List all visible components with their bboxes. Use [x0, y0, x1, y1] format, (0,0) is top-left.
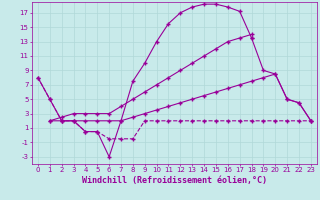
X-axis label: Windchill (Refroidissement éolien,°C): Windchill (Refroidissement éolien,°C) [82, 176, 267, 185]
